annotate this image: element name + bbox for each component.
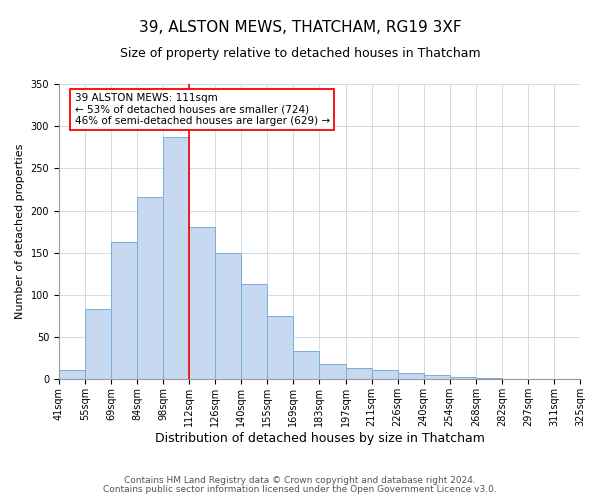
- Bar: [476, 378, 502, 380]
- Bar: [450, 377, 476, 380]
- Text: 39, ALSTON MEWS, THATCHAM, RG19 3XF: 39, ALSTON MEWS, THATCHAM, RG19 3XF: [139, 20, 461, 35]
- Bar: [554, 378, 580, 380]
- Bar: [59, 370, 85, 380]
- Bar: [189, 226, 215, 380]
- Y-axis label: Number of detached properties: Number of detached properties: [15, 144, 25, 320]
- Text: Contains HM Land Registry data © Crown copyright and database right 2024.: Contains HM Land Registry data © Crown c…: [124, 476, 476, 485]
- Bar: [163, 137, 189, 380]
- Bar: [502, 378, 528, 380]
- Text: Contains public sector information licensed under the Open Government Licence v3: Contains public sector information licen…: [103, 485, 497, 494]
- Bar: [85, 308, 111, 380]
- Bar: [293, 350, 319, 380]
- Bar: [215, 253, 241, 380]
- Bar: [424, 375, 450, 380]
- X-axis label: Distribution of detached houses by size in Thatcham: Distribution of detached houses by size …: [155, 432, 484, 445]
- Bar: [398, 372, 424, 380]
- Text: Size of property relative to detached houses in Thatcham: Size of property relative to detached ho…: [119, 48, 481, 60]
- Bar: [137, 197, 163, 380]
- Bar: [241, 284, 268, 380]
- Text: 39 ALSTON MEWS: 111sqm
← 53% of detached houses are smaller (724)
46% of semi-de: 39 ALSTON MEWS: 111sqm ← 53% of detached…: [74, 93, 329, 126]
- Bar: [268, 316, 293, 380]
- Bar: [346, 368, 371, 380]
- Bar: [111, 242, 137, 380]
- Bar: [371, 370, 398, 380]
- Bar: [319, 364, 346, 380]
